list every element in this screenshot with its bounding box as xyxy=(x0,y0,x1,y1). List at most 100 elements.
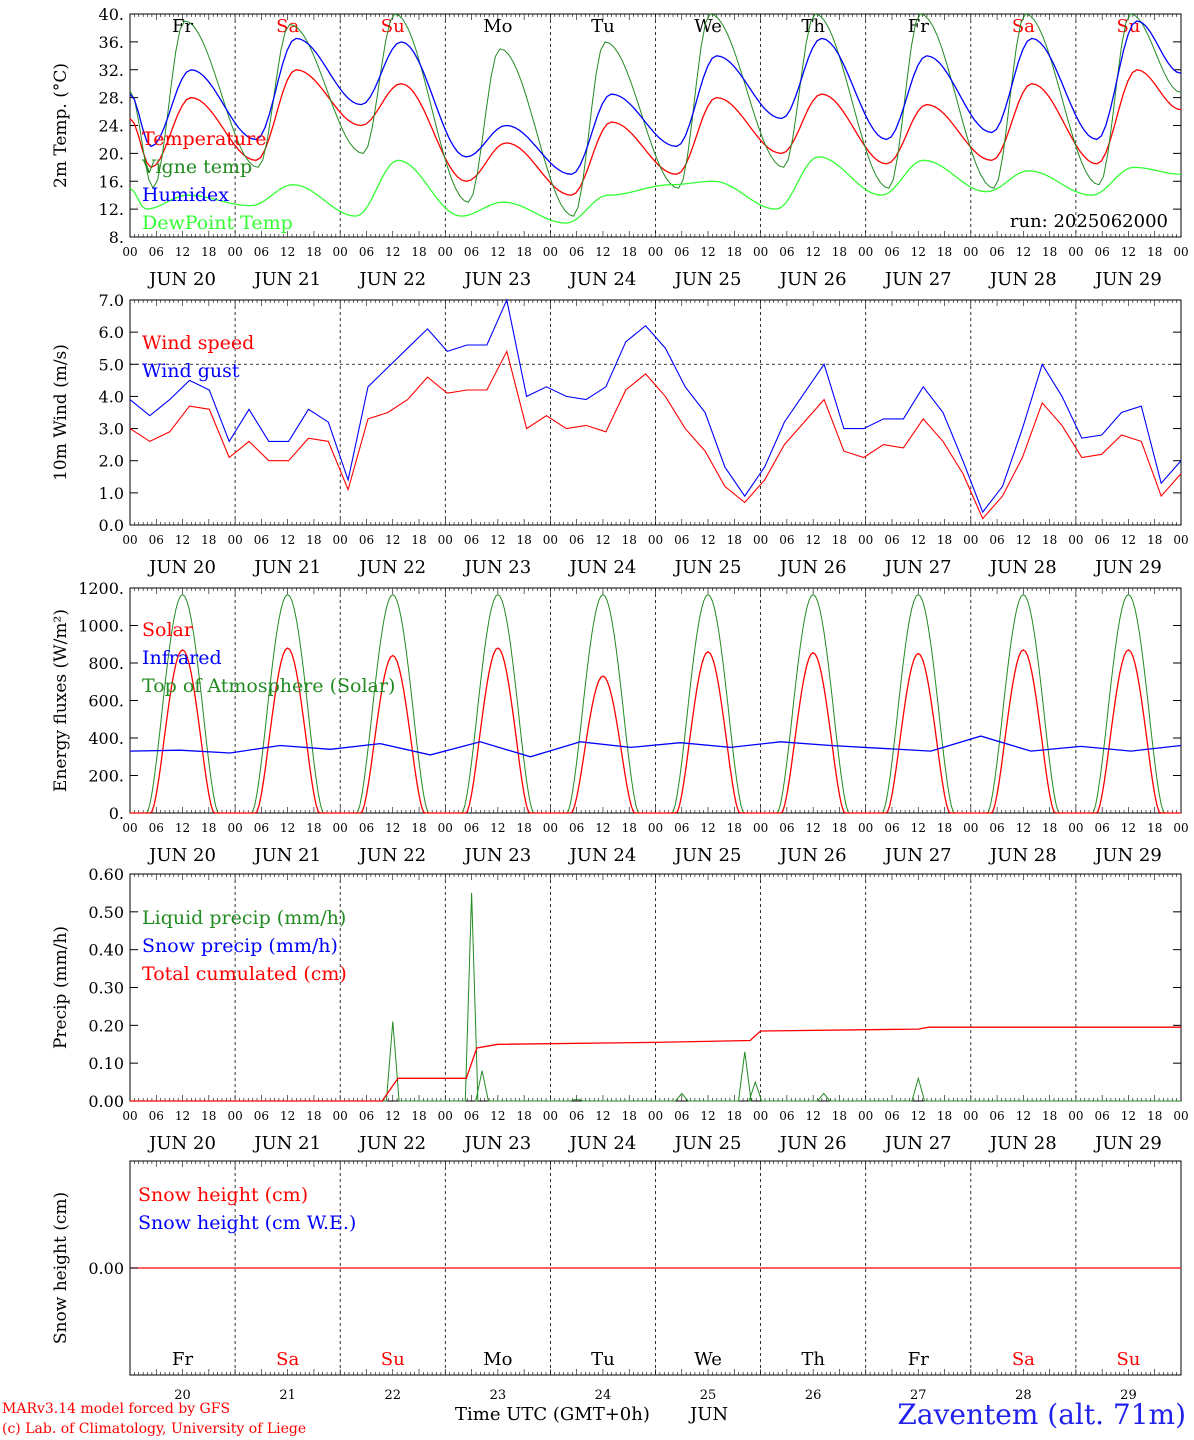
hour-tick-label: 06 xyxy=(989,821,1004,835)
weekday-label: Fr xyxy=(908,1349,929,1370)
hour-tick-label: 12 xyxy=(806,1109,821,1123)
hour-tick-label: 00 xyxy=(753,533,768,547)
day-label: JUN 21 xyxy=(252,557,321,578)
y-tick-label: 0.0 xyxy=(99,516,124,535)
hour-tick-label: 00 xyxy=(227,245,242,259)
weekday-label: Su xyxy=(381,16,405,37)
energy-series xyxy=(129,593,1182,814)
weekday-label: We xyxy=(694,16,722,37)
legend-entry: Humidex xyxy=(142,184,229,206)
weekday-label: Th xyxy=(801,16,825,37)
day-label: JUN 24 xyxy=(568,845,637,866)
hour-tick-label: 12 xyxy=(1121,245,1136,259)
hour-tick-label: 00 xyxy=(648,821,663,835)
hour-tick-label: 18 xyxy=(1042,1109,1057,1123)
hour-tick-label: 18 xyxy=(622,533,637,547)
hour-tick-label: 18 xyxy=(516,533,531,547)
hour-tick-label: 06 xyxy=(254,245,269,259)
hour-tick-label: 18 xyxy=(622,245,637,259)
y-tick-label: 0.20 xyxy=(88,1016,124,1035)
hour-tick-label: 00 xyxy=(1173,1109,1188,1123)
hour-tick-label: 06 xyxy=(884,245,899,259)
hour-tick-label: 18 xyxy=(201,1109,216,1123)
hour-tick-label: 12 xyxy=(385,245,400,259)
hour-tick-label: 00 xyxy=(543,245,558,259)
hour-tick-label: 12 xyxy=(175,1109,190,1123)
y-axis-label: Precip (mm/h) xyxy=(51,926,71,1049)
weekday-label: Th xyxy=(801,1349,825,1370)
hour-tick-label: 18 xyxy=(622,1109,637,1123)
day-label: JUN 22 xyxy=(357,845,426,866)
day-label: JUN 27 xyxy=(883,1133,952,1154)
hour-tick-label: 00 xyxy=(227,533,242,547)
hour-tick-label: 00 xyxy=(1173,245,1188,259)
day-label: JUN 29 xyxy=(1093,269,1162,290)
hour-tick-label: 00 xyxy=(438,245,453,259)
hour-tick-label: 00 xyxy=(122,533,137,547)
hour-tick-label: 18 xyxy=(516,821,531,835)
hour-tick-label: 18 xyxy=(306,821,321,835)
y-tick-label: 4.0 xyxy=(99,387,124,406)
series-line-dewpoint-temp xyxy=(129,156,1182,224)
y-tick-label: 0.30 xyxy=(88,979,124,998)
hour-tick-label: 18 xyxy=(516,1109,531,1123)
hour-tick-label: 18 xyxy=(727,245,742,259)
hour-tick-label: 18 xyxy=(1042,245,1057,259)
weekday-label: Su xyxy=(1116,1349,1140,1370)
series-line-humidex xyxy=(129,20,1182,175)
hour-tick-label: 12 xyxy=(280,245,295,259)
hour-tick-label: 00 xyxy=(543,1109,558,1123)
hour-tick-label: 06 xyxy=(149,1109,164,1123)
hour-tick-label: 12 xyxy=(911,533,926,547)
hour-tick-label: 00 xyxy=(858,533,873,547)
day-label: JUN 22 xyxy=(357,1133,426,1154)
weekday-label: Su xyxy=(1116,16,1140,37)
weekday-label: Sa xyxy=(1012,1349,1035,1370)
hour-tick-label: 00 xyxy=(333,821,348,835)
hour-tick-label: 18 xyxy=(411,821,426,835)
hour-tick-label: 00 xyxy=(753,245,768,259)
hour-tick-label: 00 xyxy=(438,533,453,547)
hour-tick-label: 12 xyxy=(911,1109,926,1123)
hour-tick-label: 00 xyxy=(543,533,558,547)
day-label: JUN 26 xyxy=(778,845,847,866)
day-label: JUN 22 xyxy=(357,269,426,290)
hour-tick-label: 18 xyxy=(1147,533,1162,547)
y-tick-label: 1000. xyxy=(78,617,124,636)
hour-tick-label: 00 xyxy=(648,1109,663,1123)
weekday-label: Sa xyxy=(1012,16,1035,37)
y-tick-label: 16. xyxy=(99,172,124,191)
hour-tick-label: 12 xyxy=(175,245,190,259)
hour-tick-label: 12 xyxy=(1121,1109,1136,1123)
hour-tick-label: 06 xyxy=(359,245,374,259)
legend-entry: DewPoint Temp xyxy=(142,212,293,234)
hour-tick-label: 06 xyxy=(569,821,584,835)
y-tick-label: 400. xyxy=(88,729,124,748)
weekday-label: We xyxy=(694,1349,722,1370)
station-title: Zaventem (alt. 71m) xyxy=(897,1398,1186,1431)
y-tick-label: 28. xyxy=(99,89,124,108)
hour-tick-label: 00 xyxy=(438,1109,453,1123)
wind-series xyxy=(129,298,1182,520)
weekday-label: Tu xyxy=(591,16,615,37)
day-label: JUN 25 xyxy=(673,557,742,578)
hour-tick-label: 00 xyxy=(963,245,978,259)
hour-tick-label: 12 xyxy=(385,533,400,547)
y-tick-label: 7.0 xyxy=(99,291,124,310)
hour-tick-label: 18 xyxy=(1042,533,1057,547)
weekday-label: Mo xyxy=(483,1349,512,1370)
hour-tick-label: 18 xyxy=(832,533,847,547)
panel-temperature xyxy=(129,13,1182,238)
hour-tick-label: 00 xyxy=(227,1109,242,1123)
plot-frame xyxy=(129,587,1182,814)
hour-tick-label: 12 xyxy=(280,821,295,835)
day-label: JUN 25 xyxy=(673,1133,742,1154)
hour-tick-label: 00 xyxy=(1068,245,1083,259)
x-axis-label: Time UTC (GMT+0h) xyxy=(455,1404,650,1425)
hour-tick-label: 06 xyxy=(149,821,164,835)
hour-tick-label: 12 xyxy=(595,1109,610,1123)
legend-entry: Wind speed xyxy=(142,332,254,354)
hour-tick-label: 12 xyxy=(1121,533,1136,547)
hour-tick-label: 18 xyxy=(937,245,952,259)
